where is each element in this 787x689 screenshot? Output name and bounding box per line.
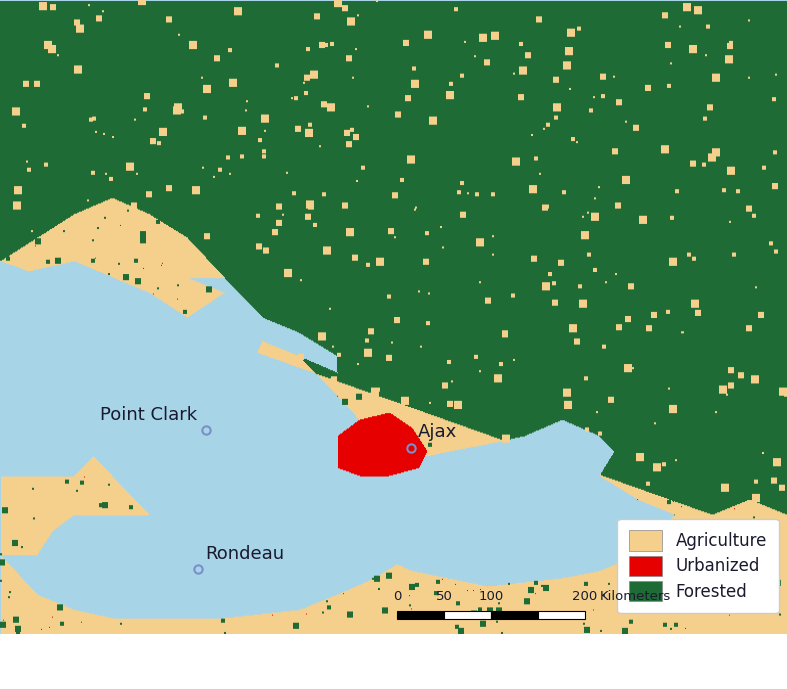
Bar (397, 611, 444, 619)
Text: 200: 200 (572, 590, 597, 603)
Bar (538, 611, 585, 619)
Text: Point Clark: Point Clark (100, 406, 197, 424)
Text: 100: 100 (478, 590, 504, 603)
Bar (491, 611, 538, 619)
Text: Kilometers: Kilometers (600, 590, 671, 603)
Text: Ajax: Ajax (418, 423, 457, 442)
Bar (444, 611, 491, 619)
Legend: Agriculture, Urbanized, Forested: Agriculture, Urbanized, Forested (617, 519, 778, 613)
Text: 50: 50 (436, 590, 453, 603)
Text: Rondeau: Rondeau (205, 544, 284, 563)
Text: 0: 0 (393, 590, 401, 603)
